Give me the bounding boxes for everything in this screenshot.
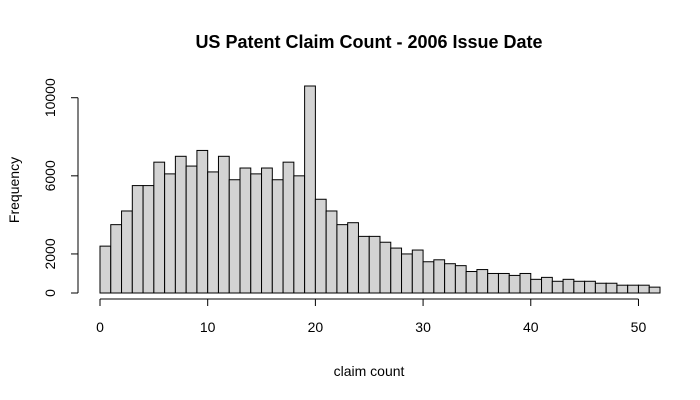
histogram-bar — [154, 162, 165, 293]
histogram-bar — [326, 211, 337, 293]
x-tick-label: 40 — [523, 319, 539, 335]
x-axis: 0 10 20 30 40 50 — [96, 299, 646, 335]
chart-title: US Patent Claim Count - 2006 Issue Date — [195, 32, 542, 52]
histogram-bar — [165, 174, 176, 293]
histogram-bar — [229, 180, 240, 293]
histogram-bar — [251, 174, 262, 293]
histogram-bar — [337, 225, 348, 293]
histogram-bar — [208, 172, 219, 293]
histogram-bar — [358, 236, 369, 293]
y-tick-label: 10000 — [42, 78, 58, 117]
x-tick-label: 10 — [200, 319, 216, 335]
histogram-bar — [574, 281, 585, 293]
histogram-bar — [272, 180, 283, 293]
histogram-bar — [542, 277, 553, 293]
histogram-bar — [412, 250, 423, 293]
histogram-bar — [218, 156, 229, 293]
histogram-bar — [488, 273, 499, 293]
histogram-bar — [294, 176, 305, 293]
histogram-bar — [445, 264, 456, 293]
histogram-bar — [240, 168, 251, 293]
histogram-bar — [434, 260, 445, 293]
y-axis-label: Frequency — [6, 157, 22, 223]
histogram-bar — [175, 156, 186, 293]
histogram-bar — [283, 162, 294, 293]
histogram-bar — [595, 283, 606, 293]
histogram-bar — [348, 223, 359, 293]
x-tick-label: 50 — [631, 319, 647, 335]
histogram-bar — [111, 225, 122, 293]
histogram-bar — [617, 285, 628, 293]
x-tick-label: 0 — [96, 319, 104, 335]
histogram-bar — [455, 266, 466, 293]
histogram-bar — [262, 168, 273, 293]
x-tick-label: 20 — [308, 319, 324, 335]
bars-group — [100, 86, 660, 293]
histogram-bar — [186, 166, 197, 293]
histogram-bar — [315, 199, 326, 293]
histogram-bar — [585, 281, 596, 293]
histogram-bar — [423, 262, 434, 293]
histogram-bar — [100, 246, 111, 293]
histogram-bar — [552, 281, 563, 293]
x-tick-label: 30 — [415, 319, 431, 335]
histogram-bar — [477, 270, 488, 293]
histogram-bar — [122, 211, 133, 293]
histogram-bar — [143, 186, 154, 293]
y-axis: 0 2000 6000 10000 — [42, 78, 78, 297]
histogram-bar — [466, 272, 477, 293]
histogram-bar — [563, 279, 574, 293]
histogram-bar — [391, 248, 402, 293]
histogram-bar — [402, 254, 413, 293]
histogram-bar — [638, 285, 649, 293]
y-tick-label: 0 — [42, 289, 58, 297]
histogram-bar — [531, 279, 542, 293]
histogram-bar — [369, 236, 380, 293]
histogram-bar — [509, 275, 520, 293]
y-tick-label: 6000 — [42, 160, 58, 191]
histogram-bar — [498, 273, 509, 293]
histogram-bar — [197, 150, 208, 293]
histogram-bar — [628, 285, 639, 293]
x-axis-label: claim count — [334, 363, 405, 379]
histogram-bar — [132, 186, 143, 293]
histogram-bar — [649, 287, 660, 293]
histogram-bar — [305, 86, 316, 293]
histogram-bar — [606, 283, 617, 293]
histogram-bar — [520, 273, 531, 293]
histogram-bar — [380, 242, 391, 293]
y-tick-label: 2000 — [42, 238, 58, 269]
